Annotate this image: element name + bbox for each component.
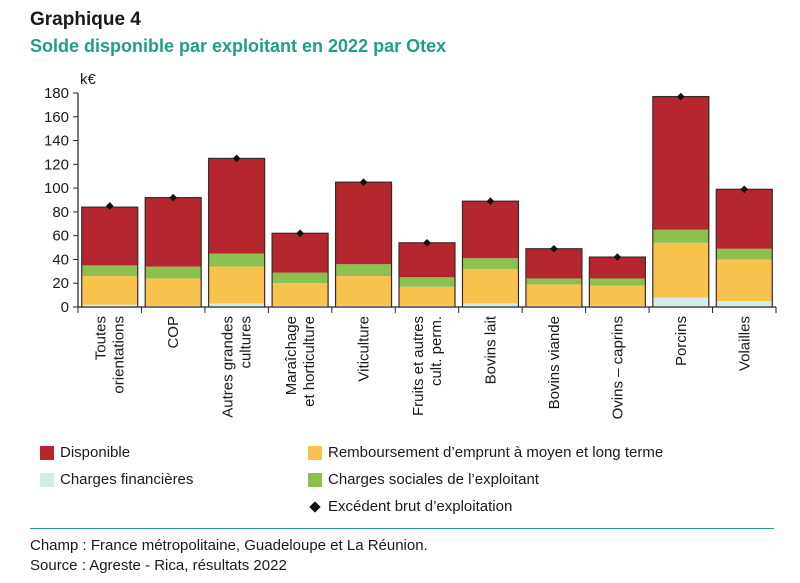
y-tick-label: 60 <box>52 228 69 245</box>
bar-segment <box>462 201 519 259</box>
x-tick-label-line: Bovins viande <box>546 316 563 409</box>
bar-segment <box>335 264 392 277</box>
footer-source: Source : Agreste - Rica, résultats 2022 <box>30 557 287 574</box>
bar-segment <box>652 96 709 230</box>
bar-segment <box>716 248 773 260</box>
y-tick-label: 20 <box>52 275 69 292</box>
bar-segment <box>272 283 329 306</box>
bar-segment <box>652 297 709 307</box>
bar-segment <box>716 259 773 302</box>
ebe-marker <box>486 197 495 205</box>
chart-subtitle: Solde disponible par exploitant en 2022 … <box>30 36 447 56</box>
bar-segment <box>462 268 519 304</box>
x-tick-label: Bovins lait <box>482 315 499 384</box>
bar-segment <box>525 278 582 285</box>
bar-segment <box>462 258 519 269</box>
bar-segment <box>399 286 455 306</box>
x-tick-label: Maraîchage et horticulture <box>283 316 318 407</box>
chart-title: Graphique 4 <box>30 9 141 30</box>
x-tick-label: Porcins <box>673 316 690 366</box>
x-tick-label: Toutes orientations <box>93 316 128 394</box>
y-tick-label: 140 <box>44 133 69 150</box>
y-tick-label: 160 <box>44 109 69 126</box>
bar-segment <box>81 276 138 305</box>
y-tick-label: 80 <box>52 204 69 221</box>
bar-segment <box>589 285 646 306</box>
bar-segment <box>335 182 392 265</box>
ebe-marker <box>359 178 368 186</box>
ebe-marker <box>169 193 177 202</box>
x-tick-label-line: COP <box>165 316 182 349</box>
bar-segment <box>145 278 202 306</box>
x-tick-label-line: cultures <box>238 316 255 369</box>
ebe-marker <box>677 92 685 101</box>
ebe-marker <box>613 253 622 261</box>
bar-segment <box>81 304 138 307</box>
x-tick-label: Bovins viande <box>546 316 563 409</box>
bar-segment <box>145 266 202 279</box>
bar-segment <box>716 301 773 307</box>
bar-segment <box>81 207 138 266</box>
bar-segment <box>208 266 265 304</box>
ebe-marker <box>232 154 241 163</box>
bar-segment <box>272 272 329 284</box>
x-tick-label-line: Maraîchage <box>283 316 300 395</box>
bar-segment <box>145 197 202 267</box>
bar-segment <box>525 284 582 306</box>
y-axis-label: k€ <box>80 71 97 88</box>
x-tick-label: Fruits et autres cult. perm. <box>410 316 445 416</box>
ebe-marker <box>740 185 749 194</box>
bar-segment <box>716 189 773 249</box>
x-tick-label-line: Porcins <box>673 316 690 366</box>
bar-segment <box>652 242 709 298</box>
y-tick-label: 0 <box>61 299 69 316</box>
y-tick-label: 40 <box>52 251 69 268</box>
x-tick-label-line: orientations <box>111 316 128 394</box>
x-tick-label-line: Volailles <box>736 316 753 371</box>
x-tick-label-line: Bovins lait <box>482 315 499 384</box>
bar-segment <box>208 158 265 254</box>
x-tick-label-line: et horticulture <box>301 316 318 407</box>
bar-segment <box>462 303 519 307</box>
x-tick-label-line: Viticulture <box>356 316 373 382</box>
bar-segment <box>589 257 646 279</box>
x-tick-label: COP <box>165 316 182 349</box>
bar-segment <box>652 229 709 243</box>
bar-segment <box>208 253 265 267</box>
ebe-marker <box>423 239 431 247</box>
x-tick-label-line: Fruits et autres <box>410 316 427 416</box>
x-tick-label: Volailles <box>736 316 753 371</box>
bar-segment <box>208 303 265 307</box>
x-tick-label: Viticulture <box>356 316 373 382</box>
y-tick-label: 120 <box>44 156 69 173</box>
footer-champ: Champ : France métropolitaine, Guadeloup… <box>30 537 428 554</box>
bar-segment <box>399 242 455 278</box>
x-tick-label: Autres grandes cultures <box>220 316 255 418</box>
bar-segment <box>399 277 455 287</box>
bar-segment <box>525 248 582 279</box>
bar-segment <box>272 233 329 273</box>
x-tick-label-line: cult. perm. <box>428 316 445 386</box>
x-tick-label-line: Autres grandes <box>220 316 237 418</box>
x-tick-label: Ovins – caprins <box>609 316 626 419</box>
y-tick-label: 100 <box>44 180 69 197</box>
bar-segment <box>81 265 138 277</box>
ebe-marker <box>105 202 114 210</box>
x-tick-label-line: Toutes <box>93 316 110 360</box>
ebe-marker <box>296 229 304 238</box>
y-tick-label: 180 <box>44 85 69 102</box>
x-tick-label-line: Ovins – caprins <box>609 316 626 419</box>
ebe-marker <box>550 244 558 253</box>
bar-segment <box>335 276 392 306</box>
bar-segment <box>589 278 646 286</box>
footer-divider <box>30 528 774 529</box>
